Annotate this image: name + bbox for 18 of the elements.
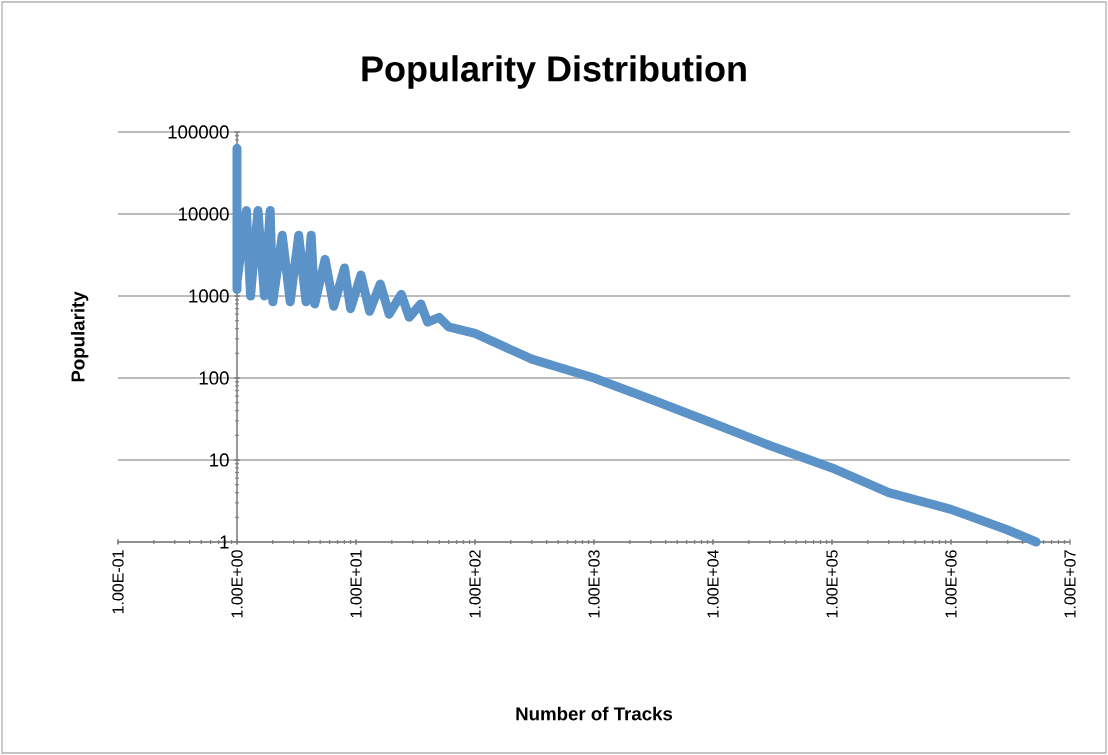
x-tick-label: 1.00E+04 — [707, 550, 719, 618]
y-tick-label: 1000 — [189, 289, 229, 303]
y-tick-label: 10 — [210, 453, 229, 467]
y-tick-label: 10000 — [178, 207, 229, 221]
y-axis-title: Popularity — [70, 291, 89, 382]
y-tick-label: 100 — [199, 371, 229, 385]
x-tick-label: 1.00E+07 — [1064, 550, 1076, 618]
x-tick-label: 1.00E+01 — [350, 550, 362, 618]
x-tick-label: 1.00E+03 — [588, 550, 600, 618]
x-tick-label: 1.00E-01 — [112, 550, 124, 614]
x-tick-label: 1.00E+06 — [945, 550, 957, 618]
chart-title: Popularity Distribution — [362, 55, 746, 89]
y-tick-label: 1 — [220, 535, 229, 549]
y-tick-label: 100000 — [168, 125, 229, 139]
x-tick-label: 1.00E+02 — [469, 550, 481, 618]
x-tick-label: 1.00E+05 — [826, 550, 838, 618]
x-tick-label: 1.00E+00 — [231, 550, 243, 618]
x-axis-title: Number of Tracks — [516, 706, 673, 721]
